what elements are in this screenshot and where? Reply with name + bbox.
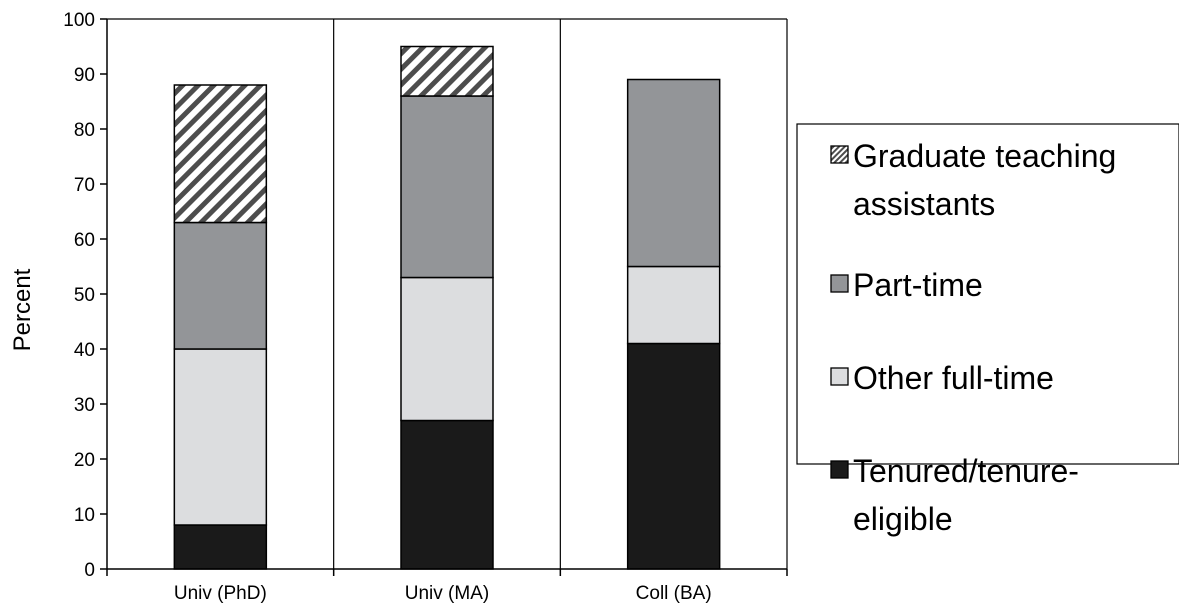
bar-segment	[400, 45, 494, 97]
y-tick-label: 20	[74, 450, 95, 471]
bar-segment	[173, 84, 268, 224]
y-axis-label: Percent	[9, 268, 36, 351]
x-tick-label: Univ (PhD)	[174, 583, 267, 604]
legend-label: eligible	[853, 501, 953, 537]
legend-swatch	[830, 460, 849, 479]
bar-segment	[400, 419, 494, 570]
y-tick-label: 70	[74, 175, 95, 196]
bar-segment	[626, 265, 721, 345]
plot-area: 0 10 20 30 40 50 60 70 80 90 100 Univ (PhD) Univ (MA…	[63, 10, 788, 604]
y-tick-label: 100	[63, 10, 95, 31]
bar-segment	[173, 348, 268, 526]
legend-label: Tenured/tenure-	[853, 453, 1079, 489]
y-tick-label: 90	[74, 65, 95, 86]
bar-segment	[173, 221, 268, 350]
legend-swatch	[830, 145, 849, 164]
x-tick-label: Univ (MA)	[405, 583, 489, 604]
legend-label: Other full-time	[853, 360, 1054, 396]
legend-swatch	[830, 367, 849, 386]
y-tick-label: 60	[74, 230, 95, 251]
y-tick-label: 30	[74, 395, 95, 416]
legend: Graduate teaching assistants Part-time Othe…	[796, 123, 1179, 537]
y-tick-label: 0	[84, 560, 95, 581]
bar-segment	[626, 78, 721, 268]
bar-segment	[400, 276, 494, 422]
legend-box	[796, 123, 1179, 465]
legend-label: Part-time	[853, 267, 983, 303]
bar-segment	[626, 342, 721, 570]
y-tick-label: 10	[74, 505, 95, 526]
x-tick-label: Coll (BA)	[636, 583, 712, 604]
bar-segment	[173, 524, 268, 570]
bar-segment	[400, 95, 494, 279]
y-tick-label: 80	[74, 120, 95, 141]
legend-label: Graduate teaching	[853, 138, 1116, 174]
y-tick-label: 50	[74, 285, 95, 306]
legend-label: assistants	[853, 186, 995, 222]
y-tick-label: 40	[74, 340, 95, 361]
legend-swatch	[830, 274, 849, 293]
